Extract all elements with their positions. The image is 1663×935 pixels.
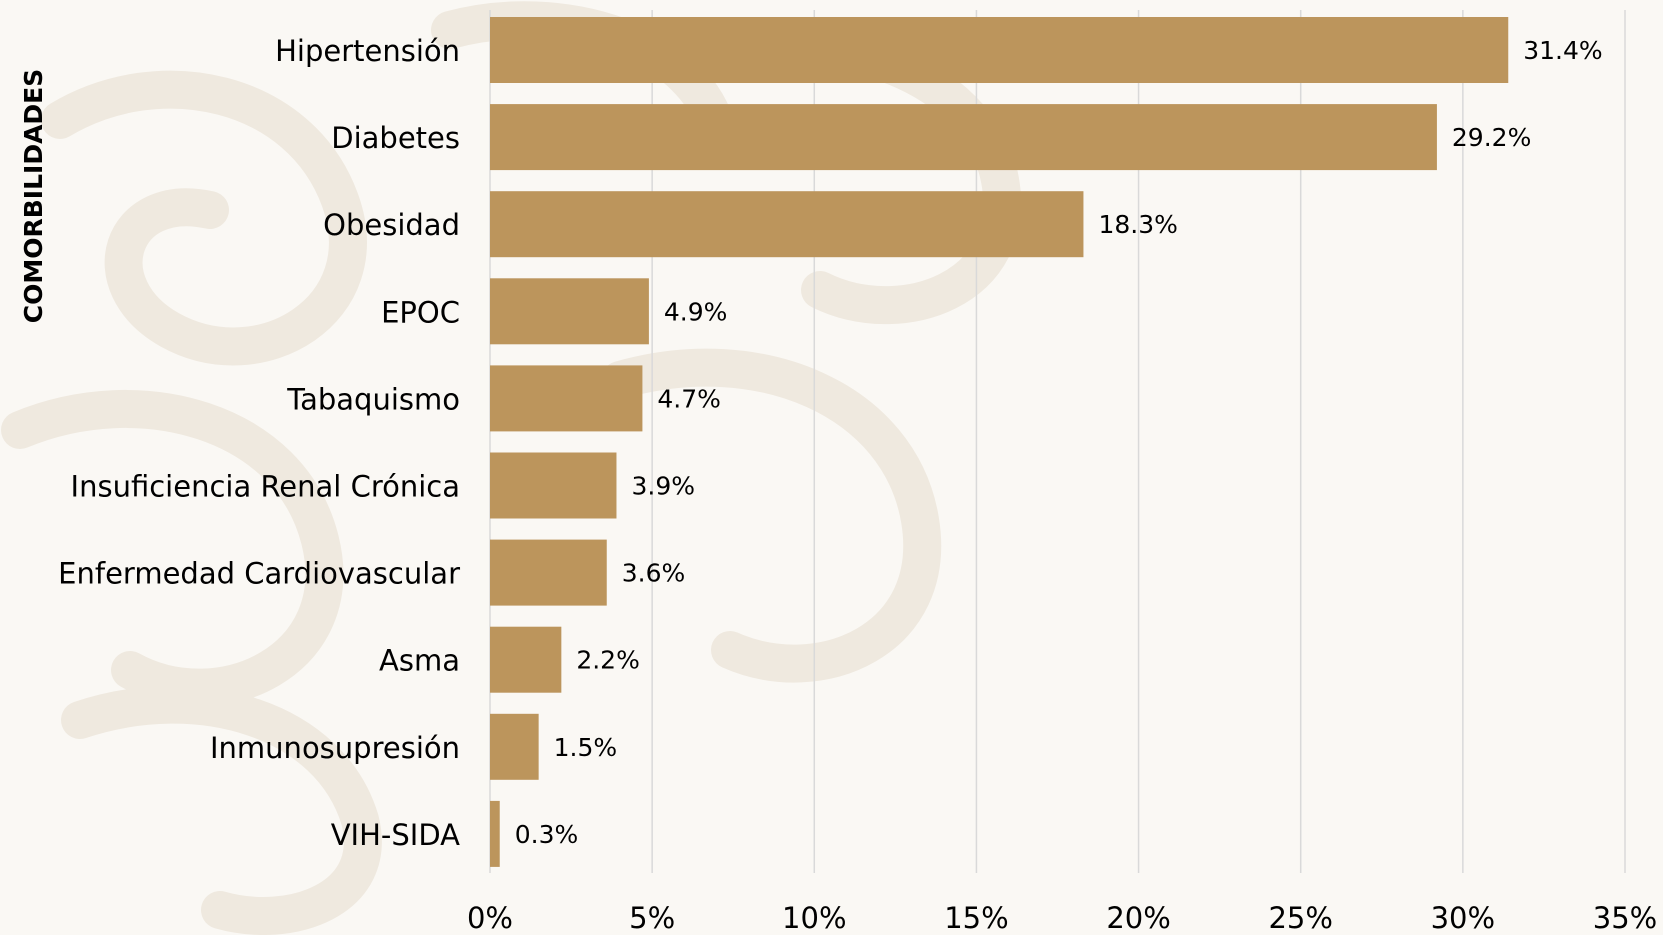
bar-value-label: 4.7% — [657, 384, 721, 413]
x-tick-label: 35% — [1593, 901, 1657, 935]
category-label: Obesidad — [323, 208, 460, 242]
bar-value-labels: 31.4% 29.2% 18.3% 4.9% 4.7% 3.9% 3.6% 2.2% 1.5% 0… — [515, 36, 1603, 849]
x-tick-label: 20% — [1106, 901, 1170, 935]
x-tick-label: 30% — [1431, 901, 1495, 935]
category-label: EPOC — [381, 295, 460, 329]
bar — [490, 626, 562, 693]
bar — [490, 800, 500, 867]
bar — [490, 539, 607, 606]
watermark-swirl — [61, 685, 382, 935]
bar — [490, 191, 1084, 258]
category-label: Hipertensión — [275, 34, 460, 68]
y-axis-title: COMORBILIDADES — [19, 69, 48, 324]
x-tick-label: 10% — [782, 901, 846, 935]
bar-value-label: 31.4% — [1523, 36, 1602, 65]
bar-value-label: 18.3% — [1098, 210, 1177, 239]
watermark-swirl — [681, 27, 1022, 325]
bar-value-label: 3.9% — [631, 472, 695, 501]
category-label: VIH-SIDA — [331, 818, 460, 852]
x-tick-label: 0% — [467, 901, 513, 935]
x-tick-label: 15% — [944, 901, 1008, 935]
bar — [490, 365, 643, 432]
bar — [490, 713, 539, 780]
category-labels: Hipertensión Diabetes Obesidad EPOC Tabaquis… — [58, 34, 460, 852]
bar-value-label: 29.2% — [1452, 123, 1531, 152]
bar-value-label: 2.2% — [576, 646, 640, 675]
category-label: Asma — [379, 644, 460, 678]
bar — [490, 17, 1509, 83]
bars — [490, 17, 1509, 867]
category-label: Diabetes — [331, 121, 460, 155]
watermark-swirl — [41, 70, 367, 366]
category-label: Insuficiencia Renal Crónica — [71, 470, 460, 504]
bar-value-label: 1.5% — [554, 733, 618, 762]
bar — [490, 278, 649, 345]
watermark-swirl — [601, 348, 942, 683]
bar — [490, 104, 1437, 171]
category-label: Enfermedad Cardiovascular — [58, 557, 460, 591]
bar — [490, 452, 617, 519]
x-axis-tick-labels: 0% 5% 10% 15% 20% 25% 30% 35% — [467, 901, 1657, 935]
category-label: Tabaquismo — [286, 382, 460, 416]
category-label: Inmunosupresión — [210, 731, 460, 765]
x-tick-label: 5% — [629, 901, 675, 935]
bar-value-label: 0.3% — [515, 820, 579, 849]
bar-value-label: 3.6% — [622, 559, 686, 588]
watermark-swirl — [1, 389, 344, 707]
bar-value-label: 4.9% — [664, 297, 728, 326]
x-tick-label: 25% — [1268, 901, 1332, 935]
